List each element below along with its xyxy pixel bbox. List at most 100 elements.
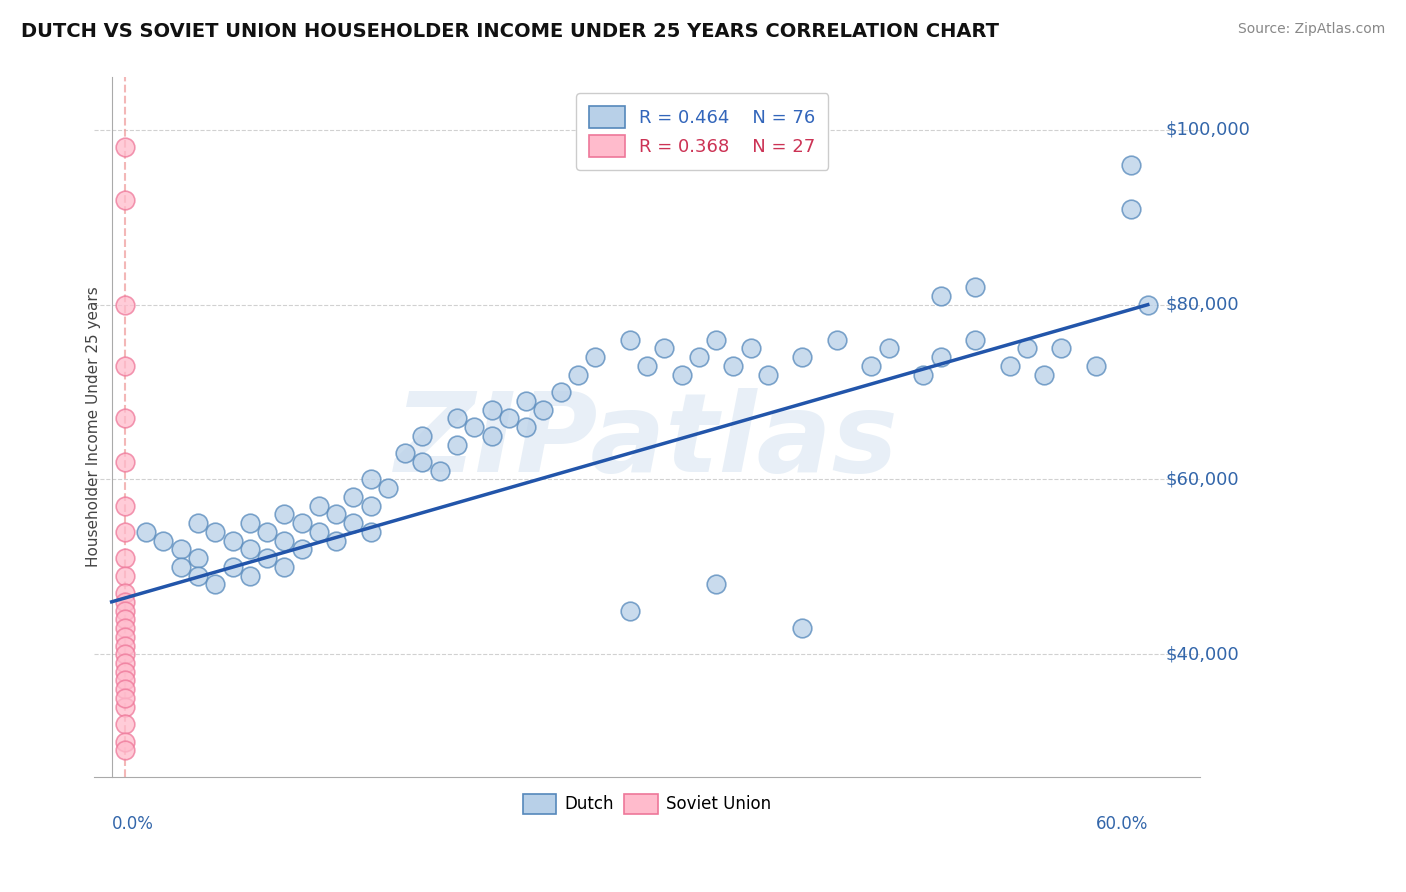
Point <box>114 639 136 653</box>
Point <box>1119 158 1142 172</box>
Point <box>498 411 520 425</box>
Point <box>325 508 347 522</box>
Point <box>360 499 382 513</box>
Point <box>481 429 503 443</box>
Point <box>325 533 347 548</box>
Point <box>239 542 262 557</box>
Text: $80,000: $80,000 <box>1166 295 1239 314</box>
Point <box>114 743 136 757</box>
Point <box>531 402 554 417</box>
Point <box>515 393 537 408</box>
Point <box>239 516 262 531</box>
Point <box>114 690 136 705</box>
Point <box>114 682 136 697</box>
Point <box>114 699 136 714</box>
Point <box>342 490 364 504</box>
Point <box>114 140 136 154</box>
Point <box>1050 342 1073 356</box>
Point <box>411 429 433 443</box>
Point <box>114 665 136 679</box>
Point <box>446 411 468 425</box>
Point <box>1136 298 1159 312</box>
Point <box>877 342 900 356</box>
Point <box>550 385 572 400</box>
Point <box>221 533 243 548</box>
Point <box>723 359 745 373</box>
Point <box>135 524 157 539</box>
Point <box>256 524 278 539</box>
Point <box>239 568 262 582</box>
Point <box>619 603 641 617</box>
Text: $100,000: $100,000 <box>1166 121 1250 139</box>
Point <box>965 333 987 347</box>
Point <box>860 359 883 373</box>
Text: DUTCH VS SOVIET UNION HOUSEHOLDER INCOME UNDER 25 YEARS CORRELATION CHART: DUTCH VS SOVIET UNION HOUSEHOLDER INCOME… <box>21 22 1000 41</box>
Point <box>360 524 382 539</box>
Point <box>114 359 136 373</box>
Text: $40,000: $40,000 <box>1166 645 1239 664</box>
Point <box>429 464 451 478</box>
Point <box>929 289 952 303</box>
Point <box>998 359 1021 373</box>
Point <box>704 333 727 347</box>
Point <box>204 577 226 591</box>
Point <box>187 551 209 566</box>
Point <box>291 516 314 531</box>
Point <box>114 647 136 661</box>
Point <box>114 586 136 600</box>
Point <box>114 551 136 566</box>
Point <box>1033 368 1056 382</box>
Point <box>114 630 136 644</box>
Point <box>342 516 364 531</box>
Point <box>619 333 641 347</box>
Point <box>688 350 710 364</box>
Point <box>187 568 209 582</box>
Point <box>273 533 295 548</box>
Point <box>114 621 136 635</box>
Point <box>825 333 848 347</box>
Text: ZIPatlas: ZIPatlas <box>395 387 898 494</box>
Point <box>756 368 779 382</box>
Point <box>740 342 762 356</box>
Point <box>114 568 136 582</box>
Point <box>1119 202 1142 216</box>
Point <box>170 560 193 574</box>
Legend: Dutch, Soviet Union: Dutch, Soviet Union <box>516 787 778 821</box>
Point <box>583 350 606 364</box>
Point <box>463 420 485 434</box>
Point <box>273 560 295 574</box>
Point <box>114 717 136 731</box>
Point <box>377 481 399 495</box>
Text: Source: ZipAtlas.com: Source: ZipAtlas.com <box>1237 22 1385 37</box>
Point <box>792 621 814 635</box>
Text: 60.0%: 60.0% <box>1095 815 1147 833</box>
Point <box>170 542 193 557</box>
Point <box>114 656 136 670</box>
Point <box>929 350 952 364</box>
Point <box>411 455 433 469</box>
Point <box>1015 342 1038 356</box>
Point <box>114 298 136 312</box>
Point <box>912 368 935 382</box>
Point <box>567 368 589 382</box>
Point <box>114 524 136 539</box>
Point <box>187 516 209 531</box>
Point <box>394 446 416 460</box>
Point <box>152 533 174 548</box>
Point <box>114 499 136 513</box>
Point <box>965 280 987 294</box>
Point <box>360 473 382 487</box>
Text: $60,000: $60,000 <box>1166 470 1239 489</box>
Point <box>114 595 136 609</box>
Point <box>114 193 136 207</box>
Point <box>704 577 727 591</box>
Point <box>114 612 136 626</box>
Point <box>114 734 136 748</box>
Point <box>273 508 295 522</box>
Point <box>291 542 314 557</box>
Point <box>515 420 537 434</box>
Point <box>1084 359 1107 373</box>
Point <box>114 455 136 469</box>
Text: 0.0%: 0.0% <box>111 815 153 833</box>
Point <box>792 350 814 364</box>
